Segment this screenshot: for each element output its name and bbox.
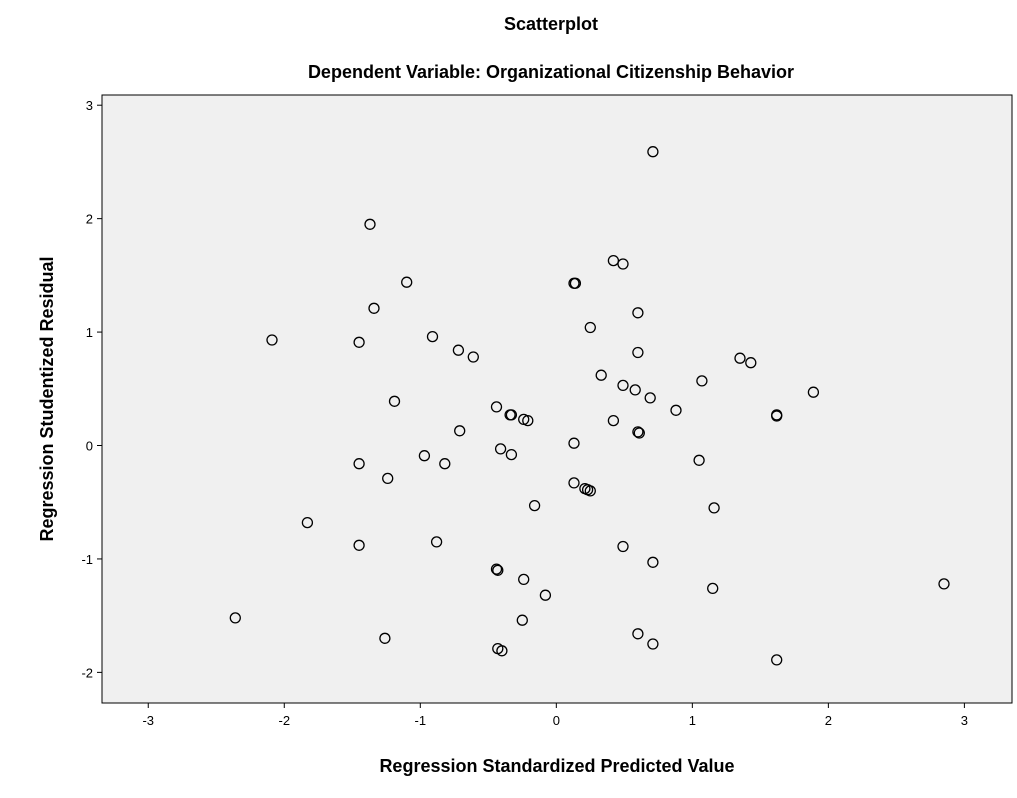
- scatter-point: [401, 276, 413, 288]
- scatter-point: [584, 485, 596, 497]
- plot-area: [101, 94, 1013, 704]
- scatter-point: [494, 443, 507, 455]
- scatter-point: [568, 437, 580, 449]
- scatter-point: [496, 645, 508, 657]
- scatter-point: [708, 502, 720, 514]
- scatter-point: [418, 450, 431, 462]
- scatter-point: [353, 336, 365, 348]
- x-tick-label: -3: [142, 713, 154, 728]
- x-tick-label: 3: [961, 713, 968, 728]
- scatter-point: [607, 414, 620, 427]
- scatter-point: [528, 499, 541, 512]
- scatter-point: [353, 539, 365, 551]
- y-axis-ticks: -2 -1 0 1 2 3: [81, 98, 102, 680]
- scatter-point: [807, 386, 820, 398]
- scatter-point: [693, 454, 705, 466]
- x-tick-label: -2: [278, 713, 290, 728]
- scatter-point: [490, 401, 503, 413]
- scatter-point: [522, 414, 534, 427]
- y-tick-label: 1: [86, 325, 93, 340]
- x-axis-ticks: -3 -2 -1 0 1 2 3: [142, 703, 968, 728]
- x-tick-label: 0: [553, 713, 560, 728]
- x-axis-label: Regression Standardized Predicted Value: [379, 756, 734, 776]
- scatter-point: [492, 564, 504, 576]
- scatter-point: [379, 632, 391, 644]
- scatter-point: [771, 654, 783, 666]
- chart-subtitle: Dependent Variable: Organizational Citiz…: [308, 62, 794, 82]
- scatter-point: [266, 334, 278, 346]
- scatter-point: [647, 146, 659, 158]
- scatter-point: [353, 458, 365, 470]
- x-tick-label: 2: [825, 713, 832, 728]
- y-axis-label: Regression Studentized Residual: [37, 256, 57, 541]
- scatter-point: [595, 369, 607, 381]
- scatter-point: [368, 302, 380, 314]
- scatter-point: [516, 614, 528, 626]
- scatter-point: [644, 392, 656, 404]
- scatter-point: [617, 379, 629, 392]
- scatter-point: [696, 375, 708, 387]
- scatter-point: [490, 563, 503, 575]
- scatter-point: [617, 540, 629, 553]
- scatter-point: [629, 384, 641, 396]
- scatter-point: [647, 638, 659, 650]
- scatter-point: [617, 258, 629, 270]
- scatter-point: [745, 357, 757, 369]
- scatter-point: [539, 589, 552, 601]
- y-tick-label: 2: [86, 212, 93, 227]
- x-tick-label: -1: [415, 713, 427, 728]
- scatter-point: [505, 448, 518, 461]
- scatter-point: [632, 307, 644, 319]
- scatter-point: [301, 516, 314, 529]
- y-tick-label: 0: [86, 439, 93, 454]
- y-tick-label: -2: [81, 665, 93, 680]
- scatter-point: [569, 277, 582, 289]
- scatter-point: [633, 427, 645, 439]
- scatter-point: [364, 218, 376, 230]
- scatter-point: [382, 472, 394, 485]
- scatter-point: [670, 404, 682, 416]
- scatter-point: [388, 395, 401, 407]
- data-points: [229, 146, 950, 666]
- scatter-point: [632, 346, 644, 359]
- y-tick-label: -1: [81, 552, 93, 567]
- scatter-point: [229, 612, 241, 624]
- scatter-point: [568, 477, 580, 489]
- scatter-point: [518, 573, 530, 586]
- scatter-point: [734, 352, 746, 364]
- scatter-point: [632, 628, 644, 640]
- scatter-point: [771, 409, 783, 421]
- scatter-point: [467, 351, 479, 363]
- scatter-point: [707, 582, 719, 595]
- scatter-point: [647, 556, 659, 568]
- scatter-point: [505, 409, 518, 421]
- y-tick-label: 3: [86, 98, 93, 113]
- x-tick-label: 1: [689, 713, 696, 728]
- scatter-point: [632, 426, 644, 438]
- scatter-point: [584, 321, 596, 334]
- chart-title: Scatterplot: [504, 14, 598, 34]
- scatter-point: [452, 344, 465, 356]
- scatter-point: [938, 578, 950, 590]
- scatter-point: [454, 425, 466, 437]
- scatter-point: [426, 330, 439, 343]
- scatter-point: [430, 536, 443, 548]
- scatter-point: [439, 458, 451, 470]
- scatter-point: [607, 254, 620, 267]
